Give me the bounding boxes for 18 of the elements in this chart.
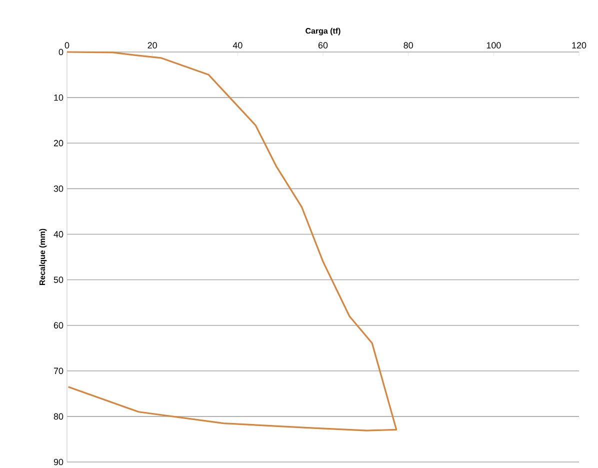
x-tick-label: 100 (486, 42, 501, 48)
x-tick-label: 40 (232, 42, 242, 48)
y-tick-label: 20 (54, 140, 64, 146)
y-tick-label: 60 (54, 322, 64, 329)
y-tick-label: 30 (54, 185, 64, 192)
y-tick-label: 50 (54, 276, 64, 283)
y-tick-label: 10 (54, 94, 64, 101)
y-tick-label: 40 (54, 231, 64, 238)
y-tick-label: 90 (54, 458, 64, 466)
x-tick-label: 0 (64, 42, 70, 48)
y-tick-label: 0 (58, 48, 64, 56)
y-tick-label: 70 (54, 368, 64, 374)
y-tick-label: 80 (54, 413, 64, 420)
x-tick-label: 80 (404, 42, 413, 48)
x-tick-label: 20 (148, 42, 157, 48)
line-series (66, 51, 398, 432)
x-tick-label: 60 (318, 42, 328, 48)
x-tick-label: 120 (572, 42, 586, 48)
